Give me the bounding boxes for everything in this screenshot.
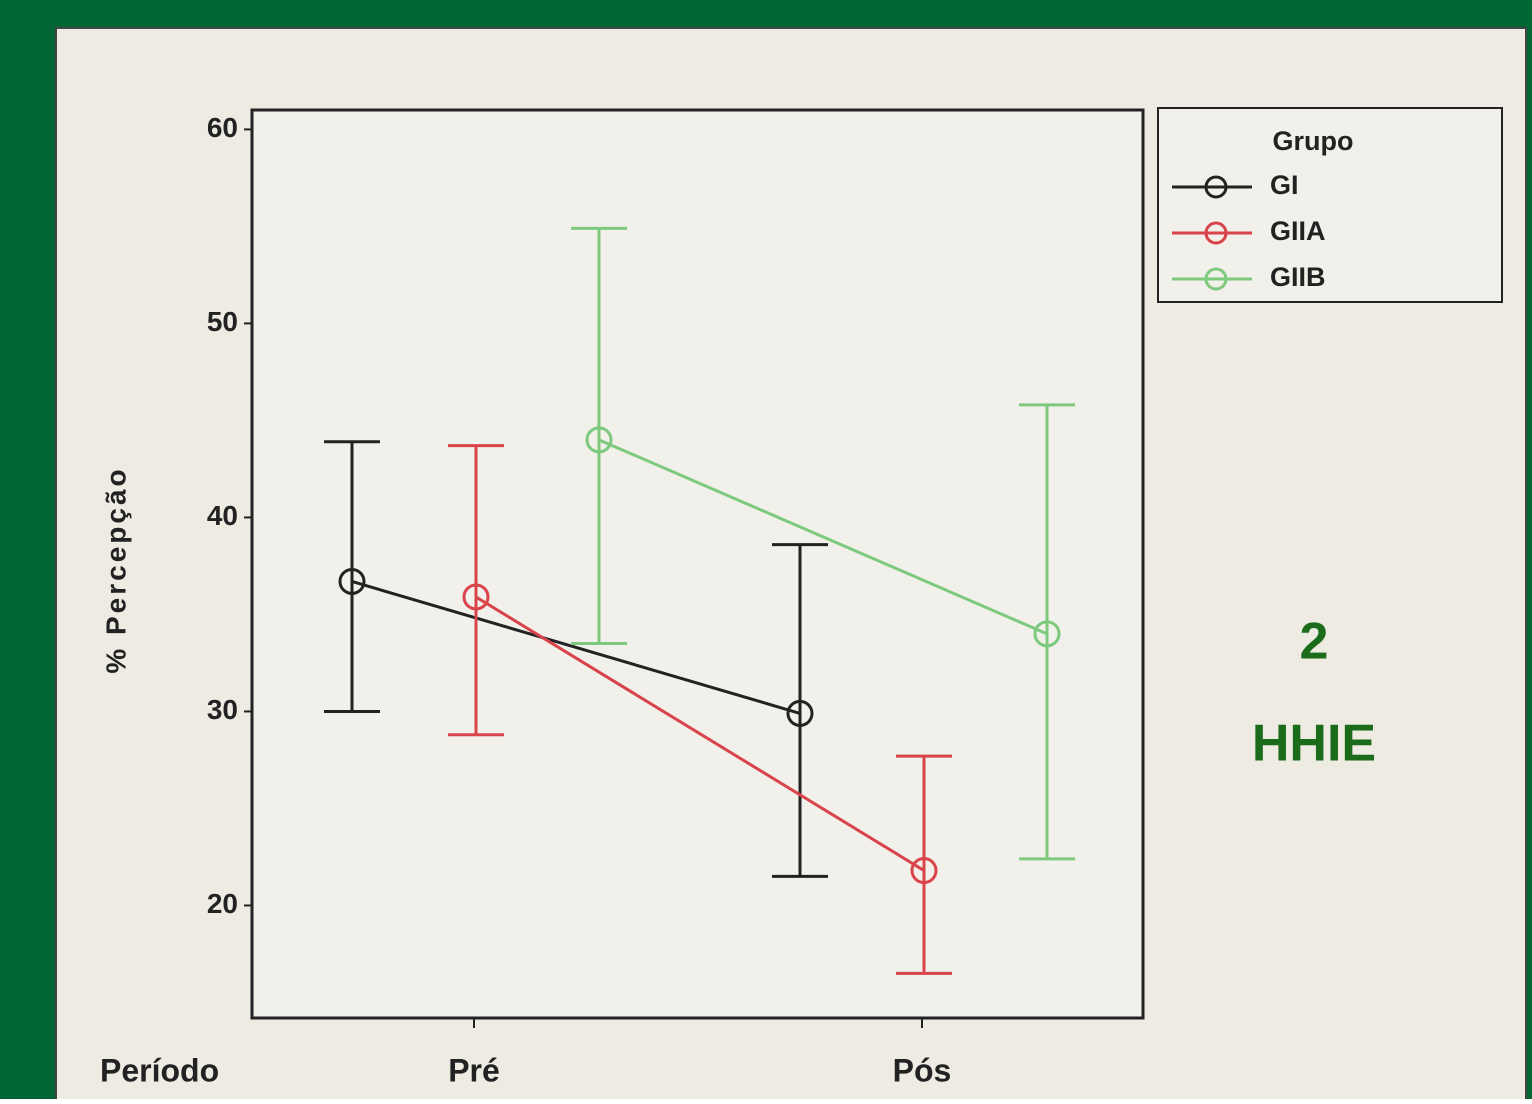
point — [786, 699, 814, 727]
x-axis-label: Período — [100, 1052, 219, 1088]
series-line — [598, 438, 1048, 636]
legend-label: GIIA — [1270, 216, 1326, 246]
legend-marker — [1204, 221, 1228, 245]
point — [585, 426, 613, 454]
point — [910, 857, 938, 885]
x-tick-label: Pós — [893, 1052, 952, 1088]
annotation: HHIE — [1252, 715, 1376, 773]
point — [462, 583, 490, 611]
annotation: 2 — [1300, 613, 1329, 671]
series-line — [475, 595, 925, 872]
error-bar — [772, 543, 828, 878]
y-tick-label: 20 — [207, 888, 238, 919]
y-tick-label: 30 — [207, 694, 238, 725]
y-tick-label: 40 — [207, 500, 238, 531]
error-bar — [571, 226, 627, 646]
x-tick-label: Pré — [448, 1052, 500, 1088]
plot-area — [250, 108, 1145, 1020]
y-tick-label: 60 — [207, 112, 238, 143]
error-bar — [896, 754, 952, 975]
legend-marker — [1204, 175, 1228, 199]
error-bar — [324, 440, 380, 713]
series-line — [351, 580, 801, 715]
y-axis-label: % Percepção — [100, 466, 131, 673]
error-bar — [1019, 403, 1075, 861]
error-bar — [448, 444, 504, 737]
legend-title: Grupo — [1273, 126, 1354, 156]
point — [338, 567, 366, 595]
legend-marker — [1204, 267, 1228, 291]
legend-label: GI — [1270, 170, 1299, 200]
point — [1033, 620, 1061, 648]
y-tick-label: 50 — [207, 306, 238, 337]
legend-label: GIIB — [1270, 262, 1326, 292]
